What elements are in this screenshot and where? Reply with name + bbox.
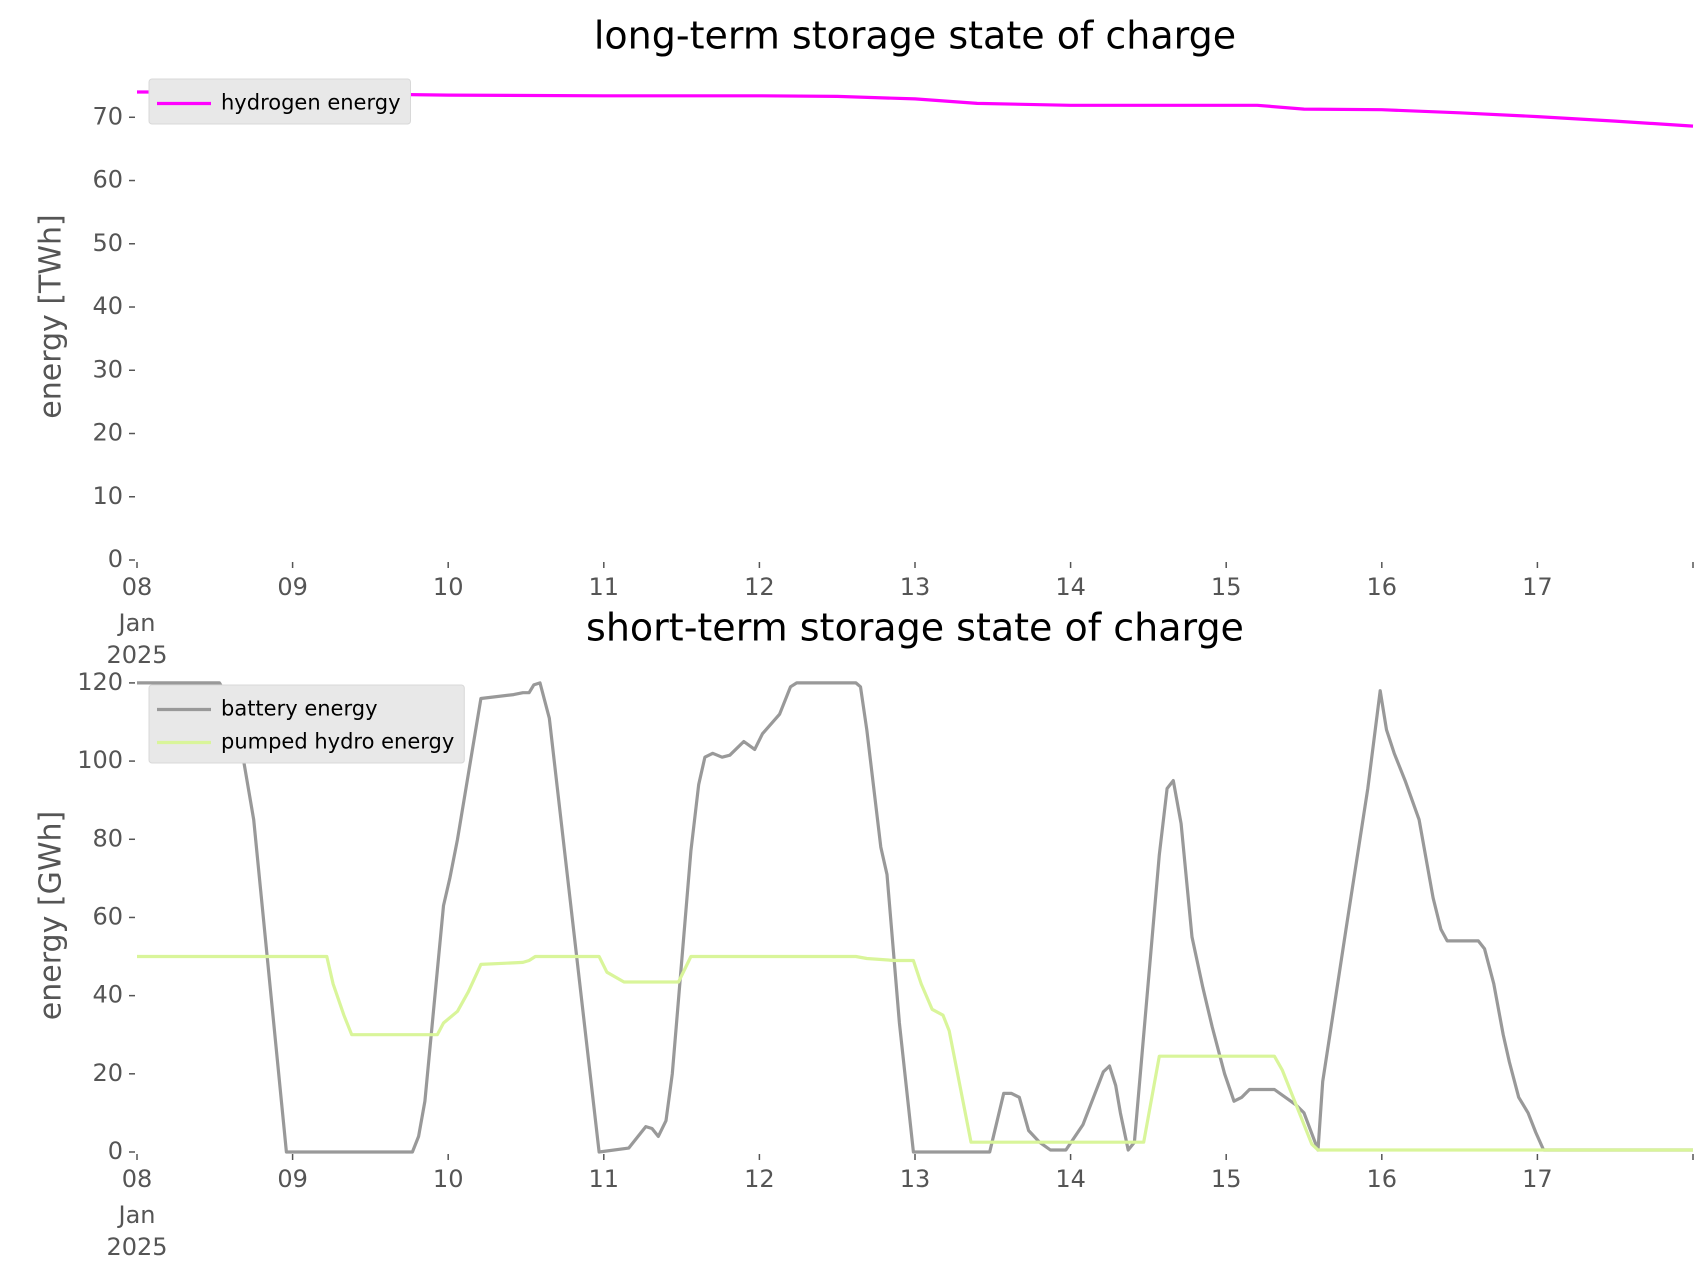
x-tick-label: 12	[744, 1165, 775, 1193]
x-tick-label: 17	[1522, 1165, 1553, 1193]
x-tick-sublabel: 2025	[106, 641, 167, 669]
x-tick-label: 09	[277, 1165, 308, 1193]
x-tick-label: 11	[589, 1165, 620, 1193]
y-axis-label: energy [TWh]	[34, 214, 69, 418]
legend-label: hydrogen energy	[221, 91, 401, 115]
x-tick-label: 13	[900, 1165, 931, 1193]
x-tick-label: 17	[1522, 573, 1553, 601]
x-tick-label: 11	[589, 573, 620, 601]
x-tick-label: 13	[900, 573, 931, 601]
y-tick-label: 30	[92, 355, 123, 383]
legend: battery energy pumped hydro energy	[148, 684, 465, 764]
y-tick-label: 50	[92, 229, 123, 257]
x-tick-sublabel: Jan	[117, 1201, 156, 1229]
x-tick-label: 10	[433, 573, 464, 601]
series-line	[137, 681, 1693, 1154]
y-tick-label: 20	[92, 1059, 123, 1087]
x-tick-sublabel: 2025	[106, 1233, 167, 1261]
x-tick-label: 08	[122, 573, 153, 601]
legend-label: battery energy	[221, 697, 378, 721]
y-tick-label: 60	[92, 166, 123, 194]
y-tick-label: 100	[77, 746, 123, 774]
chart-title: short-term storage state of charge	[586, 606, 1244, 650]
legend-label: pumped hydro energy	[221, 730, 454, 754]
x-tick-label: 08	[122, 1165, 153, 1193]
series-line	[137, 954, 1693, 1152]
x-tick-sublabel: Jan	[117, 609, 156, 637]
y-tick-label: 40	[92, 292, 123, 320]
y-tick-label: 20	[92, 419, 123, 447]
y-tick-label: 40	[92, 981, 123, 1009]
x-tick-label: 16	[1367, 573, 1398, 601]
x-tick-label: 14	[1055, 573, 1086, 601]
legend: hydrogen energy	[148, 78, 411, 125]
x-tick-label: 15	[1211, 1165, 1242, 1193]
y-axis-label: energy [GWh]	[34, 811, 69, 1020]
x-tick-label: 14	[1055, 1165, 1086, 1193]
y-tick-label: 60	[92, 902, 123, 930]
x-tick-label: 10	[433, 1165, 464, 1193]
legend-box	[148, 78, 411, 125]
y-tick-label: 80	[92, 824, 123, 852]
x-tick-label: 16	[1367, 1165, 1398, 1193]
legend-box	[148, 684, 465, 764]
x-tick-label: 15	[1211, 573, 1242, 601]
y-tick-label: 10	[92, 482, 123, 510]
x-tick-label: 09	[277, 573, 308, 601]
y-tick-label: 120	[77, 668, 123, 696]
y-tick-label: 70	[92, 102, 123, 130]
y-tick-label: 0	[108, 1137, 123, 1165]
x-tick-label: 12	[744, 573, 775, 601]
y-tick-label: 0	[108, 545, 123, 573]
chart-title: long-term storage state of charge	[594, 14, 1236, 58]
